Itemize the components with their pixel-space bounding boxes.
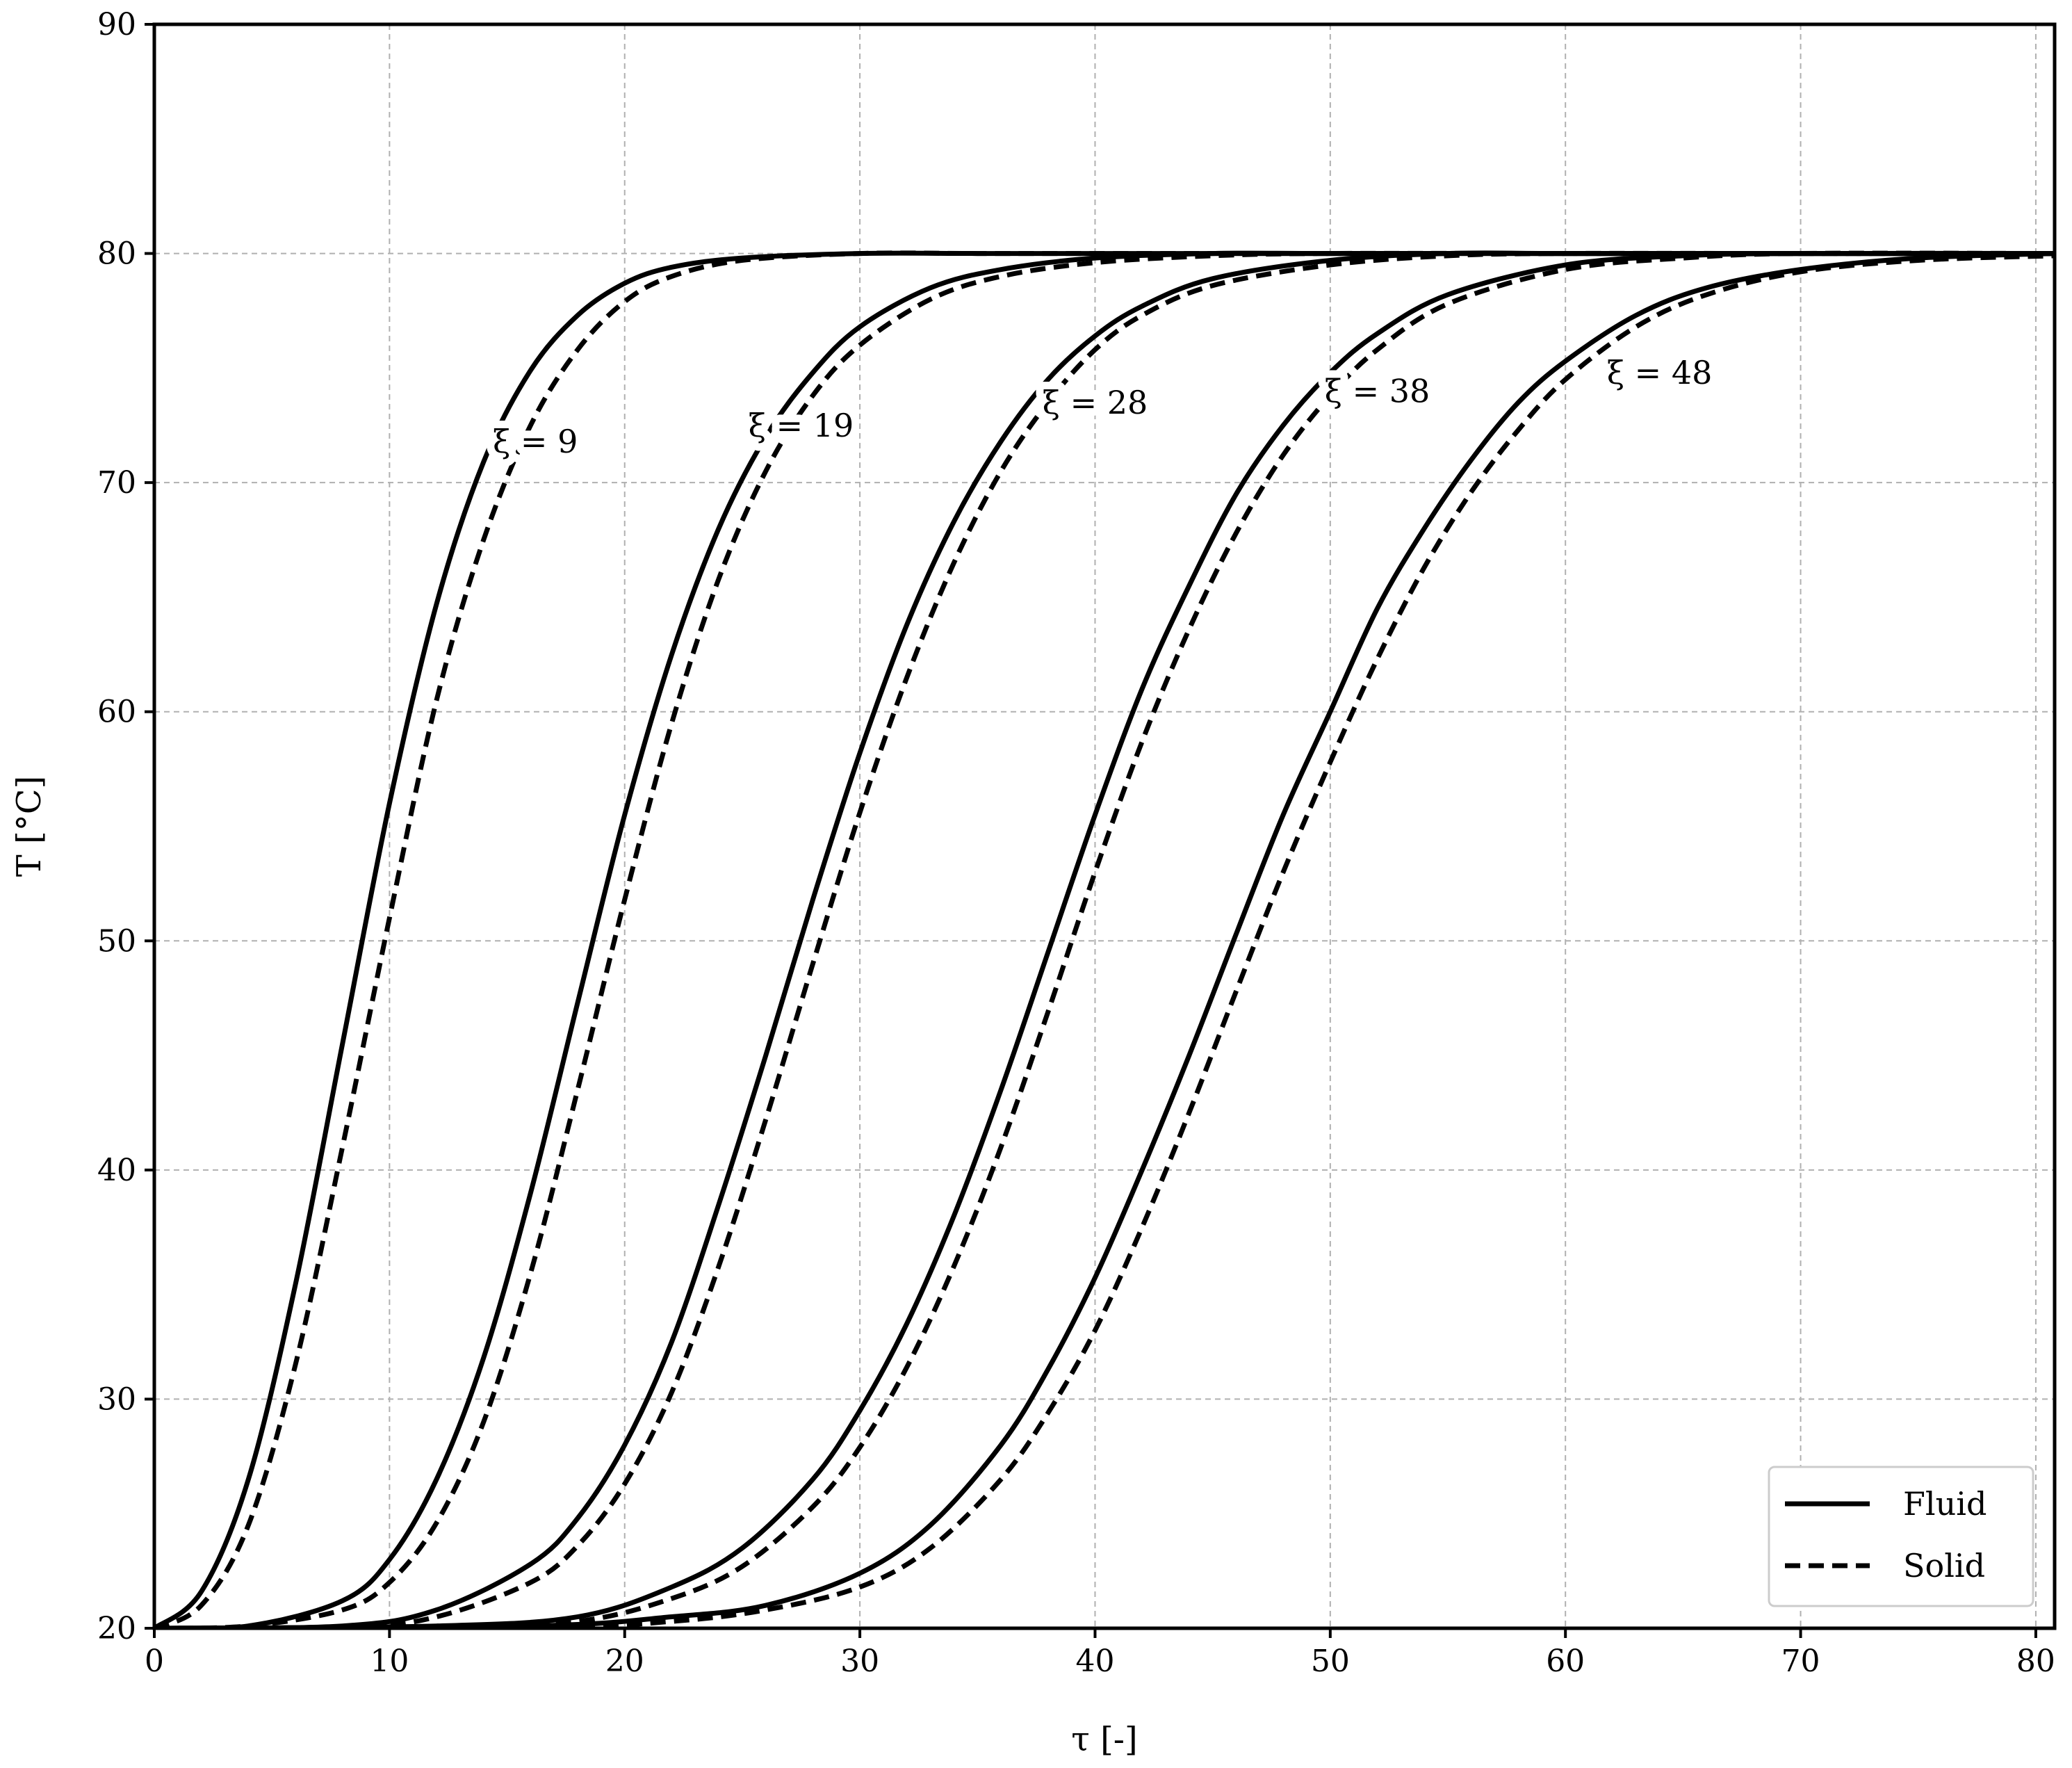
x-tick-label: 0 — [145, 1644, 164, 1679]
y-tick-label: 90 — [97, 7, 136, 42]
x-tick-label: 30 — [840, 1644, 879, 1679]
solid-curve-xi-19 — [154, 250, 2055, 1628]
solid-curve-xi-48 — [154, 253, 2055, 1628]
x-tick-label: 70 — [1781, 1644, 1820, 1679]
y-tick-label: 30 — [97, 1381, 136, 1417]
y-tick-label: 40 — [97, 1153, 136, 1188]
y-tick-label: 80 — [97, 236, 136, 272]
y-tick-label: 60 — [97, 695, 136, 730]
solid-curve-xi-28 — [154, 250, 2055, 1628]
x-tick-label: 60 — [1546, 1644, 1585, 1679]
fluid-curve-xi-48 — [154, 251, 2055, 1628]
curve-labels: ξ = 9 ξ = 19 ξ = 28 ξ = 38 ξ = 48 — [485, 346, 1720, 468]
ticks: 0 10 20 30 40 50 60 70 80 20 30 40 50 60 70 80 90 — [97, 7, 2055, 1679]
fluid-curve-xi-38 — [154, 250, 2055, 1628]
x-tick-label: 50 — [1311, 1644, 1350, 1679]
x-tick-label: 20 — [605, 1644, 644, 1679]
solid-curve-xi-38 — [154, 250, 2055, 1628]
legend-fluid-label: Fluid — [1903, 1485, 1987, 1523]
x-axis-label: τ [-] — [1071, 1720, 1137, 1759]
legend: Fluid Solid — [1768, 1466, 2034, 1607]
curve-label-xi-48: ξ = 48 — [1607, 354, 1713, 391]
y-tick-label: 70 — [97, 465, 136, 501]
curve-label-xi-9: ξ = 9 — [493, 423, 578, 460]
x-tick-label: 10 — [370, 1644, 409, 1679]
y-axis-label: T [°C] — [10, 776, 49, 877]
x-tick-label: 40 — [1075, 1644, 1114, 1679]
legend-box — [1768, 1466, 2034, 1607]
x-tick-label: 80 — [2016, 1644, 2055, 1679]
series-layer — [154, 250, 2055, 1628]
curve-label-xi-28: ξ = 28 — [1043, 384, 1148, 421]
plot-frame — [152, 22, 2057, 1630]
y-tick-label: 50 — [97, 923, 136, 959]
legend-solid-label: Solid — [1903, 1547, 1985, 1584]
y-tick-label: 20 — [97, 1611, 136, 1646]
curve-label-xi-19: ξ = 19 — [749, 407, 854, 444]
curve-label-xi-38: ξ = 38 — [1325, 372, 1430, 409]
